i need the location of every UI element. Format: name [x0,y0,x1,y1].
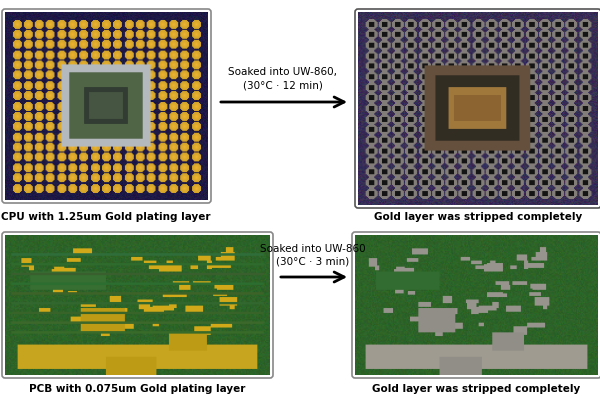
Text: Soaked into UW-860,: Soaked into UW-860, [229,67,337,77]
Text: Gold layer was stripped completely: Gold layer was stripped completely [372,384,580,394]
Text: Gold layer was stripped completely: Gold layer was stripped completely [374,212,582,222]
Text: (30°C · 3 min): (30°C · 3 min) [277,257,350,267]
Text: (30°C · 12 min): (30°C · 12 min) [243,80,323,90]
Text: PCB with 0.075um Gold plating layer: PCB with 0.075um Gold plating layer [29,384,245,394]
Text: Soaked into UW-860: Soaked into UW-860 [260,244,366,254]
Text: CPU with 1.25um Gold plating layer: CPU with 1.25um Gold plating layer [1,212,211,222]
